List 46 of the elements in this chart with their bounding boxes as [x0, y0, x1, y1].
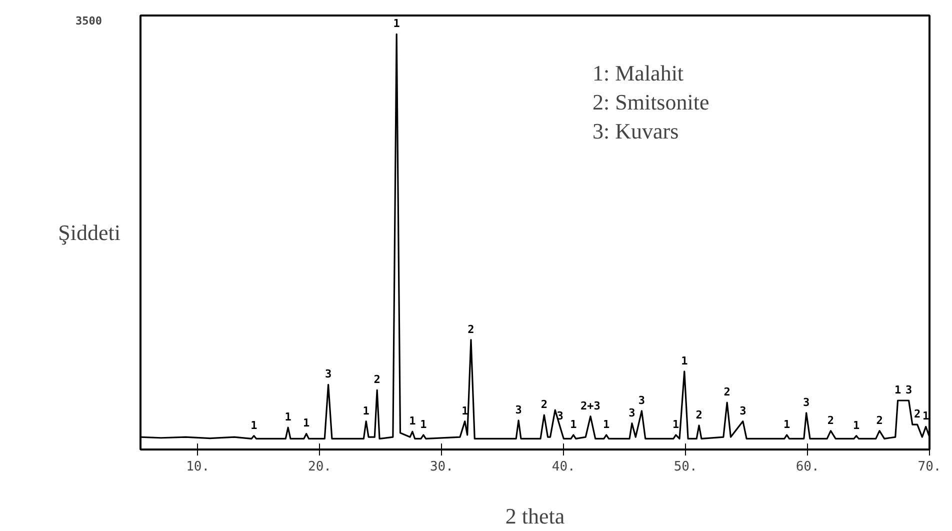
annotation: 2: Smitsonite [592, 90, 710, 114]
annotation: 2 [468, 322, 474, 336]
x-tick-label: 50. [674, 460, 698, 474]
annotation: 1 [784, 418, 791, 431]
annotation: 2 [374, 373, 380, 386]
annotation: 1 [603, 418, 610, 431]
annotation: 2 [827, 414, 834, 427]
annotation: 2 [876, 414, 883, 427]
annotation: 1 [894, 383, 902, 396]
x-tick-label: 60. [796, 460, 820, 474]
annotation: 1 [303, 416, 310, 430]
x-tick-label: 40. [552, 460, 576, 474]
x-tick-label: 70. [918, 460, 942, 474]
annotation: 2+3 [580, 399, 600, 412]
annotation: 2 [540, 398, 548, 412]
annotation: 1 [393, 17, 400, 30]
annotation: 1 [681, 354, 688, 368]
y-axis-title: Şiddeti [58, 220, 121, 245]
annotation: 3 [803, 396, 810, 409]
annotation: 1: Malahit [592, 60, 684, 86]
text: 3500 [76, 14, 102, 28]
x-axis-title: 2 theta [505, 504, 565, 528]
annotation: 1 [570, 418, 578, 431]
annotation: 3 [628, 406, 636, 420]
x-tick-label: 20. [308, 460, 332, 474]
annotation: 3 [515, 403, 522, 416]
annotation: 1 [672, 418, 680, 431]
annotation: 1 [420, 418, 428, 431]
annotation: 1 [853, 418, 860, 432]
annotation: 3 [740, 404, 746, 418]
annotation: 3 [324, 368, 332, 381]
annotation: 3 [638, 394, 646, 407]
annotation: 1 [462, 404, 469, 418]
annotation: 1 [362, 404, 370, 418]
annotation: 2 [914, 408, 921, 421]
annotation: 3: Kuvars [592, 118, 679, 144]
x-tick-label: 10. [186, 460, 210, 474]
annotation: 1 [409, 414, 416, 428]
annotation: 1 [922, 410, 930, 423]
x-tick-label: 30. [430, 460, 454, 474]
annotation: 2 [696, 408, 702, 422]
annotation: 1 [284, 410, 292, 424]
annotation: 3 [556, 410, 564, 423]
annotation: 2 [724, 386, 730, 399]
annotation: 1 [250, 418, 258, 432]
annotation: 3 [905, 383, 912, 396]
